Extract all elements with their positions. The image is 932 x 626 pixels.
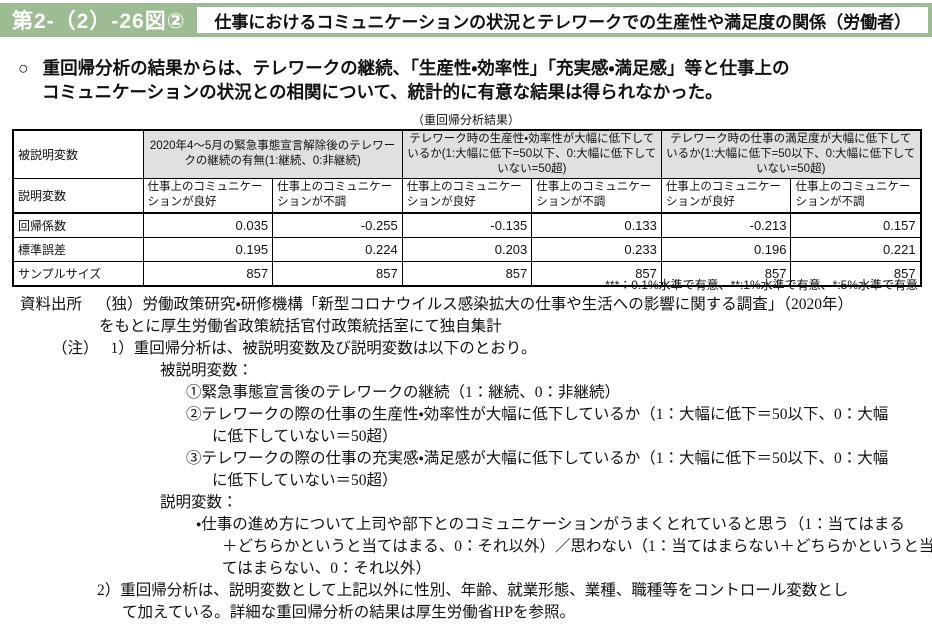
bullet-circle-icon: ○ <box>18 58 29 78</box>
sub-header-cell: 仕事上のコミュニケーションが良好 <box>401 177 533 214</box>
value-cell: 857 <box>142 260 274 287</box>
source-text-1: （独）労働政策研究・研修機構「新型コロナウイルス感染拡大の仕事や生活への影響に関… <box>96 296 854 313</box>
regression-results-table: 被説明変数 2020年4～5月の緊急事態宣言解除後のテレワークの継続の有無(1:… <box>12 129 922 287</box>
source-text-2: をもとに厚生労働省政策統括官付政策統括室にて独自集計 <box>99 318 502 335</box>
notes-section: 資料出所 （独）労働政策研究・研修機構「新型コロナウイルス感染拡大の仕事や生活への… <box>0 294 932 624</box>
value-cell: 0.157 <box>790 212 922 238</box>
note-2-line-1: 2）重回帰分析は、説明変数として上記以外に性別、年齢、就業形態、業種、職種等をコ… <box>97 582 849 599</box>
value-cell: 0.233 <box>531 236 662 262</box>
summary-text-1: 重回帰分析の結果からは、テレワークの継続、「生産性・効率性」「充実感・満足感」等… <box>42 58 790 78</box>
explanatory-var-line-1: ・仕事の進め方について上司や部下とのコミュニケーションがうまくとれていると思う（… <box>196 516 905 533</box>
group-header-telework-continuation: 2020年4～5月の緊急事態宣言解除後のテレワークの継続の有無(1:継続、0:非… <box>142 129 403 179</box>
sub-header-cell: 仕事上のコミュニケーションが不調 <box>272 177 403 214</box>
significance-note: ***：0.1%水準で有意、**:1%水準で有意、*:5%水準で有意 <box>605 278 918 292</box>
table-row-dependent-vars: 被説明変数 2020年4～5月の緊急事態宣言解除後のテレワークの継続の有無(1:… <box>12 129 922 179</box>
dependent-var-2-line-1: ②テレワークの際の仕事の生産性・効率性が大幅に低下しているか（1：大幅に低下＝5… <box>186 406 889 423</box>
source-line-2: をもとに厚生労働省政策統括官付政策統括室にて独自集計 <box>0 316 932 338</box>
row-label-cell: 標準誤差 <box>12 236 144 262</box>
row-label-cell: サンプルサイズ <box>12 260 144 287</box>
dependent-var-1: ①緊急事態宣言後のテレワークの継続（1：継続、0：非継続） <box>186 384 621 401</box>
value-cell: -0.135 <box>401 212 533 238</box>
group-header-satisfaction: テレワーク時の仕事の満足度が大幅に低下しているか(1:大幅に低下=50以下、0:… <box>660 129 922 179</box>
explanatory-var-line-3: てはまらない、0：それ以外） <box>222 560 431 577</box>
sub-header-cell: 仕事上のコミュニケーションが良好 <box>660 177 792 214</box>
row-label-cell: 回帰係数 <box>12 212 144 238</box>
table-row-coefficient: 回帰係数 0.035 -0.255 -0.135 0.133 -0.213 0.… <box>12 212 922 238</box>
value-cell: -0.213 <box>660 212 792 238</box>
figure-header-bar: 第2-（2）-26図② 仕事におけるコミュニケーションの状況とテレワークでの生産… <box>0 3 932 37</box>
table-row-stderr: 標準誤差 0.195 0.224 0.203 0.233 0.196 0.221 <box>12 236 922 262</box>
value-cell: 0.224 <box>272 236 403 262</box>
summary-line-1: ○ 重回帰分析の結果からは、テレワークの継続、「生産性・効率性」「充実感・満足感」… <box>18 56 918 80</box>
value-cell: 0.195 <box>142 236 274 262</box>
value-cell: 0.203 <box>401 236 533 262</box>
note-line-1: （注） 1）重回帰分析は、被説明変数及び説明変数は以下のとおり。 <box>0 338 932 360</box>
value-cell: 0.035 <box>142 212 274 238</box>
value-cell: -0.255 <box>272 212 403 238</box>
summary-paragraph: ○ 重回帰分析の結果からは、テレワークの継続、「生産性・効率性」「充実感・満足感」… <box>18 56 918 104</box>
value-cell: 0.133 <box>531 212 662 238</box>
figure-title: 仕事におけるコミュニケーションの状況とテレワークでの生産性や満足度の関係（労働者… <box>197 7 928 33</box>
summary-line-2: コミュニケーションの状況との相関について、統計的に有意な結果は得られなかった。 <box>42 82 723 102</box>
dependent-var-3-line-1: ③テレワークの際の仕事の充実感・満足感が大幅に低下しているか（1：大幅に低下＝5… <box>186 450 889 467</box>
note-1-text: 1）重回帰分析は、被説明変数及び説明変数は以下のとおり。 <box>110 340 537 357</box>
dependent-var-label-cell: 被説明変数 <box>12 129 144 179</box>
dependent-var-2-line-2: に低下していない＝50超） <box>212 428 398 445</box>
value-cell: 857 <box>531 260 662 287</box>
figure-number: 第2-（2）-26図② <box>12 10 186 33</box>
value-cell: 0.196 <box>660 236 792 262</box>
sub-header-cell: 仕事上のコミュニケーションが不調 <box>790 177 922 214</box>
value-cell: 857 <box>790 260 922 287</box>
sub-header-cell: 仕事上のコミュニケーションが不調 <box>531 177 662 214</box>
source-label: 資料出所 <box>20 296 83 313</box>
dependent-var-3-line-2: に低下していない＝50超） <box>212 472 398 489</box>
source-line-1: 資料出所 （独）労働政策研究・研修機構「新型コロナウイルス感染拡大の仕事や生活への… <box>0 294 932 316</box>
explanatory-var-line-2: ＋どちらかというと当てはまる、0：それ以外）／思わない（1：当てはまらない＋どち… <box>222 538 932 555</box>
table-row-samplesize: サンプルサイズ 857 857 857 857 857 857 <box>12 260 922 287</box>
note-2-line-2: て加えている。詳細な重回帰分析の結果は厚生労働省HPを参照。 <box>122 604 576 621</box>
explanatory-var-label-cell: 説明変数 <box>12 177 144 214</box>
sub-header-cell: 仕事上のコミュニケーションが良好 <box>142 177 274 214</box>
value-cell: 857 <box>401 260 533 287</box>
note-label: （注） <box>52 340 99 357</box>
group-header-productivity: テレワーク時の生産性・効率性が大幅に低下しているか(1:大幅に低下=50以下、0… <box>401 129 662 179</box>
value-cell: 857 <box>272 260 403 287</box>
explanatory-vars-heading: 説明変数： <box>160 494 238 511</box>
table-row-explanatory-vars: 説明変数 仕事上のコミュニケーションが良好 仕事上のコミュニケーションが不調 仕… <box>12 177 922 214</box>
value-cell: 0.221 <box>790 236 922 262</box>
table-caption: （重回帰分析結果） <box>411 113 520 127</box>
dependent-vars-heading: 被説明変数： <box>160 362 254 379</box>
